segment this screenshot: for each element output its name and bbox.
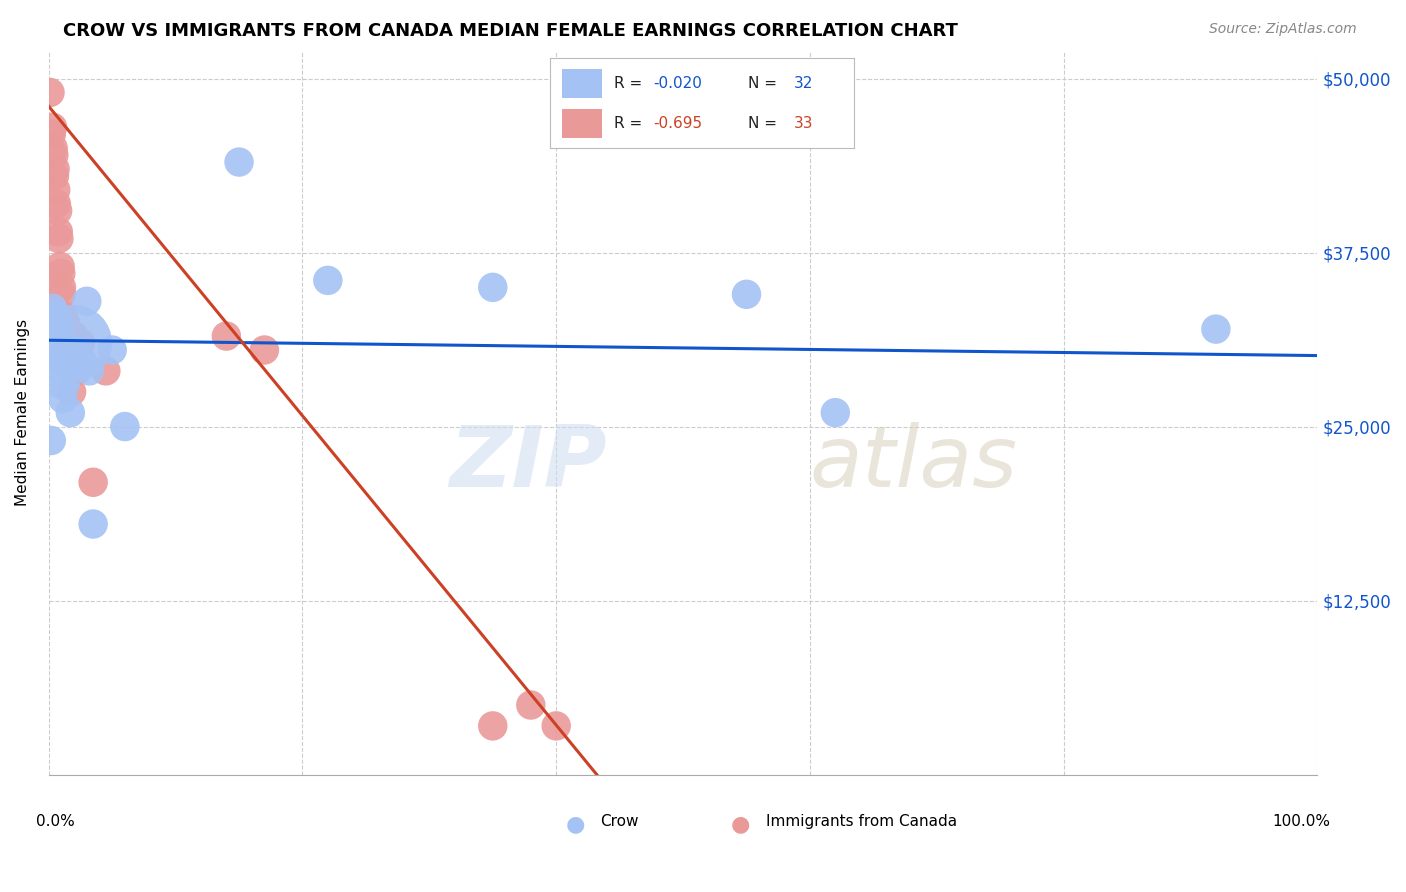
Point bbox=[51, 280, 73, 294]
Point bbox=[55, 357, 77, 371]
Point bbox=[51, 364, 73, 378]
Point bbox=[52, 308, 75, 322]
Point bbox=[114, 419, 136, 434]
Point bbox=[546, 719, 568, 733]
Point bbox=[59, 406, 82, 420]
Point bbox=[51, 287, 73, 301]
Point bbox=[253, 343, 276, 357]
Point bbox=[42, 141, 65, 155]
Point bbox=[46, 203, 69, 218]
Point bbox=[316, 273, 339, 287]
Point bbox=[53, 322, 76, 336]
Point bbox=[39, 86, 62, 100]
Text: Immigrants from Canada: Immigrants from Canada bbox=[765, 814, 956, 830]
Point bbox=[51, 377, 73, 392]
Point bbox=[45, 183, 67, 197]
Point bbox=[41, 301, 63, 316]
Point bbox=[481, 280, 503, 294]
Point bbox=[79, 364, 101, 378]
Point bbox=[82, 475, 104, 490]
Text: Crow: Crow bbox=[600, 814, 640, 830]
Y-axis label: Median Female Earnings: Median Female Earnings bbox=[15, 319, 30, 507]
Point bbox=[45, 308, 67, 322]
Point bbox=[55, 336, 77, 351]
Point bbox=[53, 315, 76, 329]
Text: ●: ● bbox=[731, 814, 749, 834]
Point bbox=[66, 343, 89, 357]
Point bbox=[66, 350, 89, 364]
Point bbox=[60, 384, 83, 399]
Point bbox=[48, 232, 70, 246]
Point bbox=[41, 120, 63, 135]
Text: CROW VS IMMIGRANTS FROM CANADA MEDIAN FEMALE EARNINGS CORRELATION CHART: CROW VS IMMIGRANTS FROM CANADA MEDIAN FE… bbox=[63, 22, 957, 40]
Point bbox=[58, 357, 80, 371]
Point bbox=[82, 516, 104, 531]
Point bbox=[53, 350, 76, 364]
Point bbox=[48, 350, 70, 364]
Point bbox=[46, 336, 69, 351]
Point bbox=[53, 377, 76, 392]
Point bbox=[228, 155, 250, 169]
Point bbox=[44, 169, 66, 183]
Point bbox=[44, 322, 66, 336]
Text: ●: ● bbox=[565, 814, 585, 834]
Point bbox=[44, 161, 66, 176]
Point bbox=[63, 329, 86, 343]
Text: Source: ZipAtlas.com: Source: ZipAtlas.com bbox=[1209, 22, 1357, 37]
Point bbox=[73, 357, 96, 371]
Point bbox=[481, 719, 503, 733]
Point bbox=[215, 329, 238, 343]
Point bbox=[44, 308, 66, 322]
Point bbox=[94, 364, 117, 378]
Point bbox=[49, 322, 72, 336]
Point bbox=[824, 406, 846, 420]
Point bbox=[52, 392, 75, 406]
Point bbox=[46, 225, 69, 239]
Point bbox=[49, 260, 72, 274]
Point bbox=[1205, 322, 1227, 336]
Point bbox=[76, 294, 98, 309]
Point bbox=[101, 343, 124, 357]
Point bbox=[56, 350, 79, 364]
Text: atlas: atlas bbox=[810, 422, 1018, 505]
Point bbox=[56, 343, 79, 357]
Point bbox=[66, 364, 89, 378]
Point bbox=[42, 148, 65, 162]
Text: 0.0%: 0.0% bbox=[37, 814, 75, 830]
Point bbox=[39, 127, 62, 141]
Point bbox=[42, 329, 65, 343]
Point bbox=[63, 336, 86, 351]
Point bbox=[735, 287, 758, 301]
Point bbox=[49, 267, 72, 281]
Point bbox=[45, 196, 67, 211]
Point bbox=[69, 336, 91, 351]
Point bbox=[39, 434, 62, 448]
Text: ZIP: ZIP bbox=[450, 422, 607, 505]
Text: 100.0%: 100.0% bbox=[1272, 814, 1330, 830]
Point bbox=[520, 698, 543, 712]
